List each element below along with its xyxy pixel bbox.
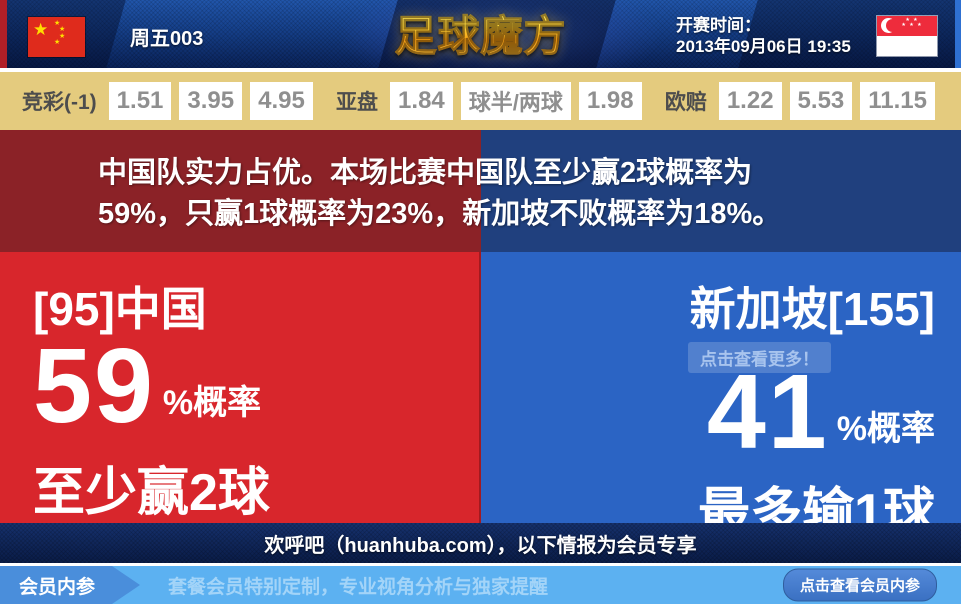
header-right-blue-strip <box>955 0 961 68</box>
site-logo: 足球魔方 <box>394 2 566 63</box>
banner-red-background <box>0 130 481 252</box>
oupei-odd-home: 1.22 <box>718 82 782 120</box>
analysis-text: 中国队实力占优。本场比赛中国队至少赢2球概率为 59%，只赢1球概率为23%，新… <box>98 153 781 235</box>
analysis-line2: 59%，只赢1球概率为23%，新加坡不败概率为18%。 <box>98 198 782 230</box>
member-description: 套餐会员特别定制，专业视角分析与独家提醒 <box>168 576 549 598</box>
home-probability-value: 59 <box>33 326 155 445</box>
yapan-odd-away: 1.98 <box>578 82 642 120</box>
odds-group-oupei: 欧赔 1.22 5.53 11.15 <box>665 82 935 120</box>
home-team-name: [95]中国 <box>33 283 207 335</box>
jingcai-odd-away: 4.95 <box>250 82 313 120</box>
oupei-odd-draw: 5.53 <box>789 82 853 120</box>
jingcai-odd-draw: 3.95 <box>179 82 243 120</box>
yapan-handicap: 球半/两球 <box>460 82 571 120</box>
promo-text: 欢呼吧（huanhuba.com），以下情报为会员专享 <box>264 534 697 557</box>
promo-bar: 欢呼吧（huanhuba.com），以下情报为会员专享 <box>0 523 961 563</box>
away-probability-suffix: %概率 <box>836 409 935 448</box>
home-probability-row: 59 %概率 <box>33 326 479 445</box>
jingcai-label: 竞彩(-1) <box>22 91 97 114</box>
kickoff-time-block: 开赛时间： 2013年09月06日 19:35 <box>676 15 851 57</box>
away-team-name: 新加坡[155] <box>689 283 935 335</box>
odds-group-jingcai: 竞彩(-1) 1.51 3.95 4.95 <box>22 82 313 120</box>
member-footer: 会员内参 套餐会员特别定制，专业视角分析与独家提醒 点击查看会员内参 <box>0 563 961 604</box>
home-outcome: 至少赢2球 <box>33 463 270 522</box>
away-team-panel: 新加坡[155] 点击查看更多！ 41 %概率 最多输1球 <box>481 252 961 542</box>
view-member-content-button[interactable]: 点击查看会员内参 <box>782 568 937 602</box>
view-more-button[interactable]: 点击查看更多！ <box>688 342 831 373</box>
home-probability-suffix: %概率 <box>162 383 262 422</box>
kickoff-label: 开赛时间： <box>676 16 761 35</box>
analysis-line1: 中国队实力占优。本场比赛中国队至少赢2球概率为 <box>98 157 753 189</box>
kickoff-datetime: 2013年09月06日 19:35 <box>676 37 851 56</box>
member-section-tag: 会员内参 <box>0 566 140 604</box>
home-team-panel: [95]中国 59 %概率 至少赢2球 <box>0 252 481 523</box>
jingcai-odd-home: 1.51 <box>108 82 172 120</box>
china-flag-icon: ★ ★ ★ ★ ★ <box>28 17 85 57</box>
banner-blue-background <box>481 130 961 252</box>
away-probability-value: 41 <box>706 352 829 471</box>
singapore-flag-icon: ★ ★ ★ ★ ★ <box>877 16 937 56</box>
oupei-odd-away: 11.15 <box>860 82 935 120</box>
oupei-label: 欧赔 <box>664 91 707 114</box>
odds-group-yapan: 亚盘 1.84 球半/两球 1.98 <box>336 82 642 120</box>
yapan-label: 亚盘 <box>336 91 379 114</box>
match-header: ★ ★ ★ ★ ★ 周五003 足球魔方 开赛时间： 2013年09月06日 1… <box>0 0 961 68</box>
odds-bar: 竞彩(-1) 1.51 3.95 4.95 亚盘 1.84 球半/两球 1.98… <box>0 72 961 130</box>
analysis-banner: 中国队实力占优。本场比赛中国队至少赢2球概率为 59%，只赢1球概率为23%，新… <box>0 130 961 252</box>
prediction-panels: [95]中国 59 %概率 至少赢2球 新加坡[155] 点击查看更多！ 41 … <box>0 252 961 542</box>
yapan-odd-home: 1.84 <box>390 82 453 120</box>
match-code: 周五003 <box>130 28 204 50</box>
away-probability-row: 41 %概率 <box>706 352 935 471</box>
header-left-red-strip <box>0 0 7 68</box>
